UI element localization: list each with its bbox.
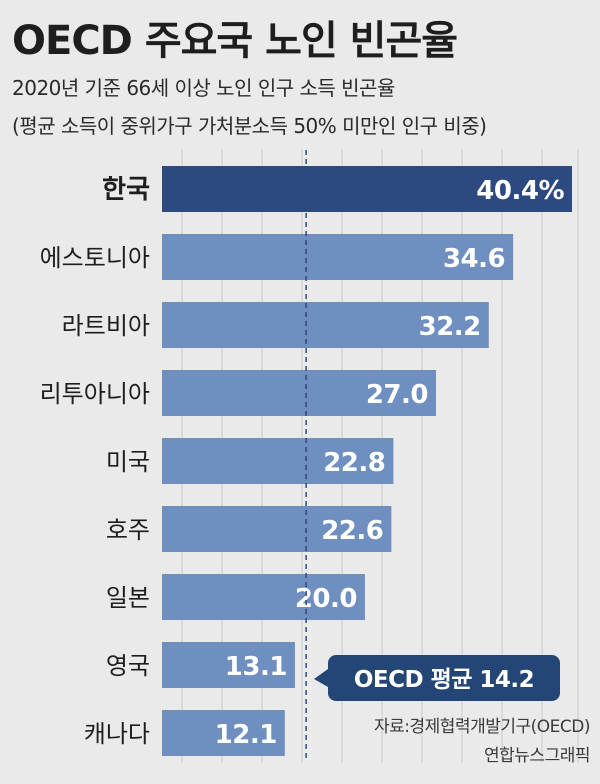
- category-label-4: 미국: [106, 448, 150, 476]
- value-label-5: 22.6: [321, 516, 383, 546]
- oecd-average-label: OECD 평균 14.2: [354, 667, 534, 693]
- value-label-7: 13.1: [225, 652, 287, 682]
- bar-1: [162, 234, 514, 280]
- value-label-0: 40.4%: [476, 176, 564, 206]
- category-label-5: 호주: [106, 516, 150, 544]
- value-label-3: 27.0: [366, 380, 428, 410]
- chart-note: (평균 소득이 중위가구 가처분소득 50% 미만인 인구 비중): [12, 114, 487, 138]
- bar-3: [162, 370, 437, 416]
- value-label-6: 20.0: [295, 584, 357, 614]
- category-label-7: 영국: [106, 652, 150, 680]
- callout-pointer: [314, 669, 328, 687]
- oecd-average-callout: [328, 655, 560, 701]
- bar-7: [162, 642, 295, 688]
- category-label-2: 라트비아: [62, 312, 150, 340]
- bar-5: [162, 506, 392, 552]
- chart-subtitle: 2020년 기준 66세 이상 노인 인구 소득 빈곤율: [12, 76, 395, 100]
- chart-title: OECD 주요국 노인 빈곤율: [12, 18, 458, 64]
- value-label-8: 12.1: [215, 720, 277, 750]
- credit-text: 연합뉴스그래픽: [484, 746, 590, 766]
- value-label-2: 32.2: [419, 312, 481, 342]
- bar-0: [162, 166, 572, 212]
- category-label-6: 일본: [106, 584, 150, 612]
- value-label-1: 34.6: [443, 244, 505, 274]
- bar-4: [162, 438, 394, 484]
- category-label-1: 에스토니아: [40, 244, 150, 272]
- category-label-0: 한국: [102, 175, 150, 205]
- bar-6: [162, 574, 365, 620]
- value-label-4: 22.8: [323, 448, 385, 478]
- category-label-8: 캐나다: [84, 720, 150, 748]
- bar-8: [162, 710, 285, 756]
- bar-2: [162, 302, 489, 348]
- source-text: 자료:경제협력개발기구(OECD): [374, 717, 590, 737]
- category-label-3: 리투아니아: [40, 380, 150, 408]
